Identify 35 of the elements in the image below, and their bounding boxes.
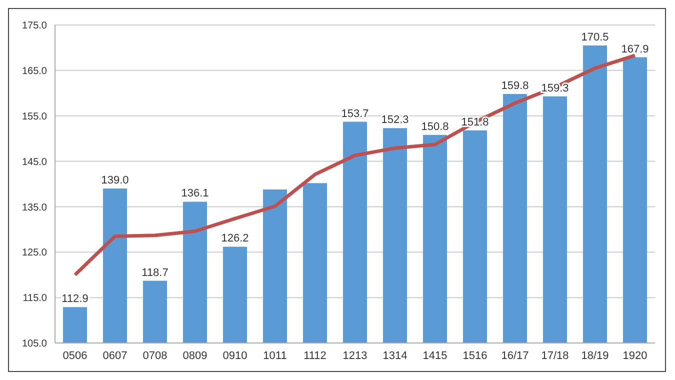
x-tick-label: 1213: [342, 350, 368, 362]
y-tick-label: 125.0: [22, 248, 48, 259]
data-label: 167.9: [621, 43, 649, 56]
line-series: [73, 54, 637, 277]
x-tick-label: 0708: [142, 350, 168, 362]
data-label: 153.7: [341, 108, 369, 120]
data-label: 150.8: [421, 120, 449, 133]
x-tick-label: 0809: [182, 350, 208, 362]
y-tick-label: 165.0: [22, 66, 48, 77]
x-tick-label: 1314: [382, 350, 408, 362]
y-tick-label: 135.0: [22, 202, 48, 214]
x-tick-label: 18/19: [581, 350, 609, 362]
data-label: 170.5: [581, 31, 609, 44]
data-label: 152.3: [381, 114, 409, 126]
x-tick-label: 1516: [462, 350, 488, 362]
y-tick-label: 145.0: [22, 156, 48, 168]
data-label: 118.7: [142, 266, 168, 279]
x-tick-label: 17/18: [541, 350, 569, 362]
x-tick-label: 0910: [222, 350, 248, 362]
data-label: 139.0: [101, 174, 129, 187]
x-tick-label: 0607: [102, 350, 128, 362]
x-tick-label: 1415: [422, 350, 448, 362]
y-tick-label: 105.0: [22, 338, 48, 350]
x-tick-label: 1112: [304, 350, 326, 362]
x-tick-label: 16/17: [501, 350, 529, 362]
y-tick-label: 175.0: [22, 20, 48, 32]
data-label: 159.8: [501, 80, 529, 92]
y-tick-label: 115.0: [22, 293, 48, 304]
x-tick-label: 1920: [622, 350, 648, 362]
data-label: 136.1: [181, 188, 209, 200]
x-tick-label: 0506: [62, 350, 88, 362]
x-tick-label: 1011: [263, 350, 287, 362]
data-label: 126.2: [221, 232, 249, 245]
y-tick-label: 155.0: [22, 111, 48, 122]
data-label: 112.9: [62, 293, 88, 306]
